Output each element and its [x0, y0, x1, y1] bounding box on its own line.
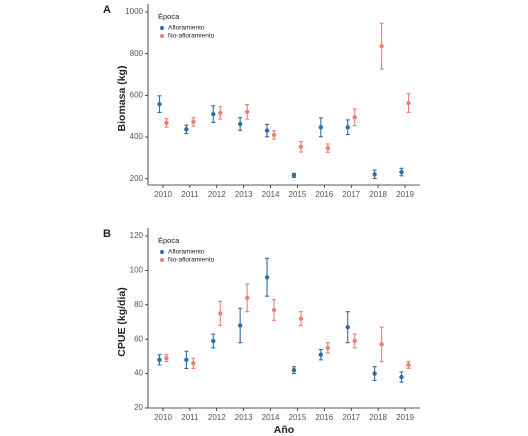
x-tick-label: 2012 — [208, 190, 226, 199]
y-axis-title: CPUE (kg/dia) — [116, 287, 128, 356]
y-tick-label: 80 — [134, 300, 143, 309]
x-tick-label: 2019 — [396, 190, 414, 199]
x-tick-label: 2010 — [154, 413, 172, 422]
x-tick-label: 2017 — [342, 190, 360, 199]
panel-label: B — [103, 228, 111, 240]
x-tick-label: 2019 — [396, 413, 414, 422]
panel-label: A — [103, 4, 111, 16]
point — [244, 295, 250, 301]
point — [211, 111, 216, 117]
point — [352, 115, 357, 120]
y-tick-label: 20 — [134, 403, 143, 412]
legend-marker — [160, 258, 164, 262]
legend-label: No-afloramiento — [168, 33, 215, 40]
point — [237, 323, 243, 328]
y-tick-label: 100 — [130, 266, 144, 275]
point — [211, 338, 216, 344]
y-tick-label: 200 — [130, 174, 144, 183]
point — [318, 125, 324, 130]
point — [244, 109, 250, 115]
legend-title: Época — [158, 236, 180, 245]
point — [184, 357, 189, 363]
point — [191, 119, 196, 125]
point — [372, 172, 377, 177]
point — [291, 173, 297, 178]
point — [237, 121, 243, 127]
point — [271, 307, 277, 313]
point — [271, 132, 277, 138]
point — [345, 324, 350, 330]
point — [264, 275, 270, 280]
point — [379, 43, 384, 49]
legend-marker — [160, 26, 164, 30]
point — [352, 338, 357, 344]
x-tick-label: 2011 — [181, 413, 199, 422]
x-tick-label: 2012 — [208, 413, 226, 422]
legend-marker — [160, 34, 164, 38]
y-tick-label: 60 — [134, 334, 143, 343]
y-tick-label: 600 — [130, 90, 144, 99]
y-tick-label: 120 — [130, 231, 144, 240]
point — [325, 145, 331, 151]
point — [184, 127, 189, 132]
point — [218, 110, 223, 116]
x-tick-label: 2013 — [235, 190, 253, 199]
legend-label: Afloramiento — [168, 25, 205, 32]
point — [379, 342, 384, 347]
point — [164, 355, 169, 361]
point — [399, 374, 404, 380]
x-tick-label: 2013 — [235, 413, 253, 422]
x-tick-label: 2014 — [262, 413, 280, 422]
y-tick-label: 400 — [130, 132, 144, 141]
x-tick-label: 2016 — [315, 413, 333, 422]
x-tick-label: 2011 — [181, 190, 199, 199]
legend-label: No-afloramiento — [168, 257, 215, 264]
x-tick-label: 2016 — [315, 190, 333, 199]
point — [399, 169, 404, 175]
x-tick-label: 2015 — [289, 413, 307, 422]
x-tick-label: 2010 — [154, 190, 172, 199]
point — [325, 345, 331, 350]
y-axis-title: Biomasa (kg) — [116, 66, 128, 132]
y-tick-label: 1000 — [125, 7, 143, 16]
point — [406, 362, 411, 368]
point — [298, 316, 304, 321]
point — [157, 357, 162, 363]
point — [264, 128, 270, 133]
y-tick-label: 40 — [134, 369, 143, 378]
x-tick-label: 2015 — [289, 190, 307, 199]
point — [372, 371, 377, 376]
legend-label: Afloramiento — [168, 249, 205, 256]
point — [191, 361, 196, 366]
point — [164, 120, 169, 126]
x-axis-title: Año — [274, 424, 294, 436]
x-tick-label: 2018 — [369, 413, 387, 422]
point — [345, 125, 350, 130]
point — [298, 144, 304, 150]
point — [318, 352, 324, 357]
x-tick-label: 2018 — [369, 190, 387, 199]
legend-title: Época — [158, 12, 180, 21]
x-tick-label: 2017 — [342, 413, 360, 422]
y-tick-label: 800 — [130, 49, 144, 58]
point — [218, 311, 223, 316]
legend-marker — [160, 250, 164, 254]
point — [291, 367, 297, 373]
point — [157, 101, 162, 107]
x-tick-label: 2014 — [262, 190, 280, 199]
point — [406, 100, 411, 106]
